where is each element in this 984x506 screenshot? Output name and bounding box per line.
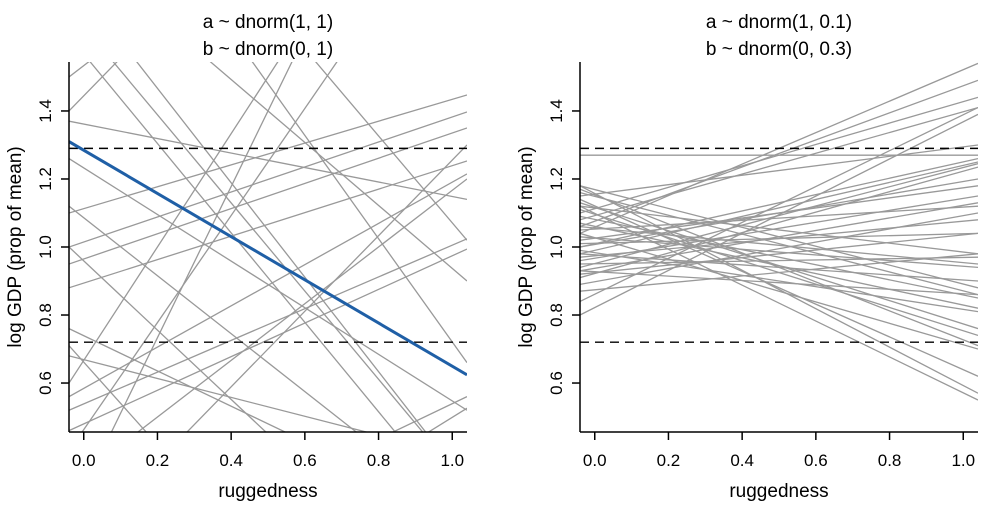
right-prior-line-35 [580, 253, 978, 292]
left-highlight-line [69, 140, 467, 377]
right-prior-line-32 [580, 185, 978, 394]
right-prior-line-19 [580, 205, 978, 255]
left-prior-line-3 [89, 62, 397, 432]
right-title-line-2: b ~ dnorm(0, 0.3) [706, 39, 852, 60]
right-x-tick-label-5: 1.0 [951, 451, 975, 470]
left-x-tick-label-5: 1.0 [440, 451, 464, 470]
right-prior-line-30 [580, 232, 978, 350]
right-x-axis-label: ruggedness [729, 481, 828, 502]
left-prior-line-28 [209, 62, 467, 282]
left-panel: a ~ dnorm(1, 1) b ~ dnorm(0, 1) ruggedne… [5, 12, 467, 502]
left-prior-line-22 [136, 178, 467, 432]
left-x-tick-label-4: 0.8 [367, 451, 391, 470]
left-prior-line-23 [69, 345, 148, 432]
left-prior-line-6 [69, 62, 279, 384]
left-prior-line-10 [69, 94, 467, 214]
right-y-tick-label-2: 1.0 [547, 235, 566, 259]
left-title-line-2: b ~ dnorm(0, 1) [203, 39, 333, 60]
right-y-tick-label-1: 0.8 [547, 303, 566, 327]
right-prior-line-26 [580, 249, 978, 313]
left-y-tick-label-2: 1.0 [36, 235, 55, 259]
left-prior-line-18 [69, 328, 287, 432]
left-title-line-1: a ~ dnorm(1, 1) [203, 12, 333, 33]
right-prior-line-39 [580, 270, 978, 296]
right-prior-line-4 [580, 106, 978, 221]
left-prior-line-4 [112, 62, 424, 432]
left-y-tick-label-1: 0.8 [36, 303, 55, 327]
left-lines-group [69, 62, 467, 432]
left-x-tick-label-0: 0.0 [72, 451, 96, 470]
right-prior-line-38 [580, 178, 978, 248]
right-x-tick-label-4: 0.8 [878, 451, 902, 470]
left-x-tick-label-1: 0.2 [146, 451, 170, 470]
right-y-tick-label-3: 1.2 [547, 167, 566, 191]
right-prior-line-23 [580, 191, 978, 296]
right-prior-line-3 [580, 96, 978, 214]
right-title-line-1: a ~ dnorm(1, 0.1) [706, 12, 852, 33]
right-prior-line-13 [580, 195, 978, 262]
right-x-tick-label-3: 0.6 [804, 451, 828, 470]
right-panel: a ~ dnorm(1, 0.1) b ~ dnorm(0, 0.3) rugg… [516, 12, 978, 502]
left-prior-line-16 [69, 205, 358, 432]
left-prior-line-2 [69, 120, 467, 201]
left-prior-line-21 [69, 238, 467, 411]
left-y-tick-label-4: 1.4 [36, 99, 55, 123]
left-prior-line-11 [69, 111, 467, 248]
left-prior-line-8 [251, 62, 467, 364]
right-prior-line-22 [580, 185, 978, 289]
left-prior-line-17 [69, 246, 267, 432]
right-prior-line-6 [580, 113, 978, 316]
left-prior-line-14 [69, 173, 467, 398]
left-prior-line-13 [69, 160, 467, 289]
right-prior-line-27 [580, 202, 978, 330]
right-prior-line-16 [580, 212, 978, 286]
left-x-tick-label-2: 0.4 [219, 451, 243, 470]
left-prior-line-19 [69, 355, 369, 432]
left-x-axis-label: ruggedness [218, 481, 317, 502]
right-prior-line-33 [580, 205, 978, 401]
right-prior-line-34 [580, 232, 978, 275]
right-x-tick-label-0: 0.0 [583, 451, 607, 470]
right-prior-line-15 [580, 205, 978, 231]
right-prior-line-37 [580, 253, 978, 282]
left-prior-line-25 [391, 396, 467, 432]
left-prior-line-15 [69, 158, 467, 411]
left-prior-line-5 [81, 62, 338, 432]
right-y-tick-label-4: 1.4 [547, 99, 566, 123]
right-x-tick-label-1: 0.2 [657, 451, 681, 470]
right-prior-line-21 [580, 236, 978, 269]
left-prior-line-20 [69, 248, 467, 432]
right-lines-group [580, 62, 978, 401]
left-prior-line-24 [186, 144, 467, 432]
right-prior-line-36 [580, 225, 978, 265]
left-y-axis-label: log GDP (prop of mean) [5, 146, 26, 347]
left-prior-line-9 [315, 62, 467, 241]
left-x-tick-label-3: 0.6 [293, 451, 317, 470]
left-y-tick-label-0: 0.6 [36, 371, 55, 395]
right-y-axis-label: log GDP (prop of mean) [516, 146, 537, 347]
right-x-tick-label-2: 0.4 [730, 451, 754, 470]
right-prior-line-5 [580, 106, 978, 302]
right-prior-line-7 [580, 144, 978, 197]
left-prior-line-27 [136, 62, 427, 432]
right-prior-line-31 [580, 198, 978, 377]
right-y-tick-label-0: 0.6 [547, 371, 566, 395]
left-prior-line-12 [69, 127, 467, 265]
left-y-tick-label-3: 1.2 [36, 167, 55, 191]
